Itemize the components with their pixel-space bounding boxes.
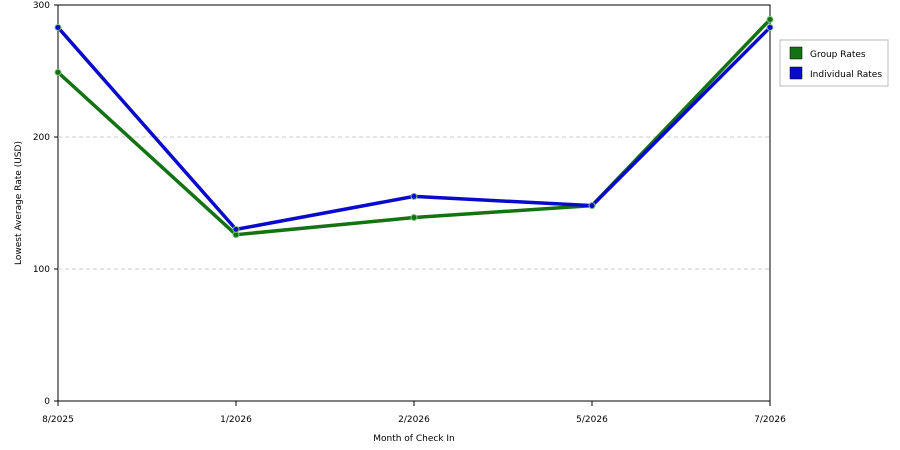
x-tick-label: 5/2026 [576,415,608,425]
x-tick-label: 1/2026 [220,415,252,425]
point [588,202,596,210]
x-tick-label: 7/2026 [754,415,786,425]
point [410,214,418,222]
x-tick-label: 8/2025 [42,415,74,425]
legend-swatch [789,46,803,60]
point [54,23,62,31]
y-tick-label: 200 [33,133,50,143]
y-axis-label: Lowest Average Rate (USD) [14,141,24,265]
plot-frame [57,4,771,402]
y-tick-label: 100 [33,265,50,275]
legend-label: Group Rates [810,50,866,60]
x-tick-label: 2/2026 [398,415,430,425]
point [766,23,774,31]
x-axis-label: Month of Check In [373,434,455,444]
series-line [56,18,772,237]
legend-label: Individual Rates [810,70,882,80]
y-tick-label: 300 [33,1,50,11]
point [410,192,418,200]
point [232,225,240,233]
y-tick-label: 0 [44,397,50,407]
legend-swatch [789,66,803,80]
point [54,68,62,76]
point [766,16,774,24]
